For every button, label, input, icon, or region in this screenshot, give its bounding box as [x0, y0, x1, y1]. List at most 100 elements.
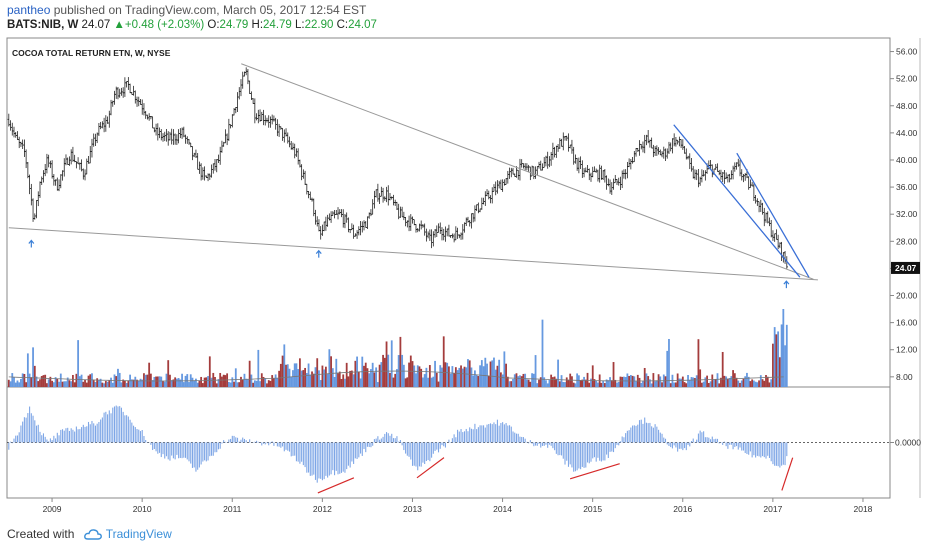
- volume-bar: [214, 376, 216, 387]
- volume-bar: [517, 376, 520, 387]
- volume-bar: [645, 373, 648, 387]
- volume-bar: [250, 374, 253, 387]
- volume-bar: [302, 370, 305, 387]
- volume-bar: [333, 376, 336, 387]
- author-name[interactable]: pantheo: [7, 3, 51, 17]
- volume-bar: [305, 373, 308, 387]
- y-tick-label: 44.00: [896, 128, 918, 138]
- volume-bar: [713, 379, 715, 387]
- volume-bar: [366, 368, 369, 387]
- volume-bar: [718, 383, 721, 387]
- volume-bar: [548, 379, 551, 387]
- up-arrow-head-icon: [28, 239, 35, 244]
- volume-bar: [101, 382, 104, 387]
- volume-bar: [210, 377, 213, 387]
- volume-bar: [363, 365, 365, 387]
- volume-bar: [21, 373, 24, 387]
- volume-bar: [494, 369, 497, 387]
- volume-bar: [273, 378, 275, 387]
- volume-bar: [411, 361, 414, 387]
- close-label: C:: [336, 19, 349, 31]
- volume-bar: [422, 377, 424, 387]
- volume-bar: [203, 377, 206, 387]
- volume-bar: [692, 377, 695, 387]
- volume-bar: [18, 382, 21, 387]
- volume-bar: [661, 382, 663, 387]
- volume-bar: [609, 377, 611, 387]
- volume-bar: [111, 382, 114, 387]
- volume-bar: [650, 383, 653, 387]
- volume-bar: [165, 373, 168, 387]
- volume-bar: [415, 373, 417, 387]
- volume-bar: [198, 380, 201, 387]
- volume-bar: [149, 373, 152, 387]
- volume-bar: [104, 381, 107, 387]
- volume-bar: [486, 363, 488, 387]
- volume-bar: [558, 381, 561, 387]
- high-value: 24.79: [263, 19, 292, 31]
- trendlines: [8, 63, 818, 289]
- volume-bar: [236, 382, 239, 387]
- volume-bar: [195, 378, 197, 387]
- volume-bar: [642, 381, 644, 387]
- volume-bar: [503, 351, 506, 387]
- volume-bar: [754, 381, 757, 387]
- time-axis[interactable]: 2009 2010 2011 2012 2013 2014 2015 2016 2017 2018: [43, 498, 873, 514]
- volume-bar: [240, 376, 242, 387]
- volume-bar: [215, 383, 218, 387]
- volume-bar: [279, 363, 282, 387]
- volume-bar: [163, 381, 166, 387]
- volume-bar: [541, 319, 544, 387]
- volume-bar: [515, 373, 518, 387]
- up-triangle-icon: ▲: [113, 19, 125, 31]
- volume-bar: [370, 369, 372, 387]
- volume-bar: [252, 382, 255, 387]
- volume-bar: [295, 363, 298, 387]
- volume-bar: [243, 373, 246, 387]
- volume-bar: [420, 368, 423, 387]
- tradingview-brand[interactable]: TradingView: [105, 527, 172, 541]
- volume-bar: [626, 373, 629, 387]
- volume-bar: [94, 381, 97, 387]
- volume-bar: [633, 376, 636, 387]
- volume-bar: [756, 382, 759, 387]
- volume-bar: [545, 380, 547, 387]
- x-tick-label: 2014: [493, 504, 512, 514]
- volume-bar: [314, 367, 317, 387]
- price-axis[interactable]: 56.00 52.00 48.00 44.00 40.00 36.00 32.00 28.00…: [890, 47, 921, 448]
- volume-bar: [442, 336, 445, 387]
- y-tick-label: 12.00: [896, 345, 918, 355]
- volume-bar: [531, 373, 533, 387]
- volume-bar: [749, 381, 752, 387]
- volume-bar: [655, 380, 658, 387]
- volume-bar: [480, 360, 483, 387]
- volume-bar: [702, 381, 705, 387]
- volume-bar: [624, 377, 627, 387]
- volume-bar: [778, 357, 781, 387]
- volume-bar: [522, 373, 525, 387]
- volume-bar: [87, 375, 90, 387]
- volume-bar: [160, 376, 163, 387]
- volume-bar: [597, 382, 599, 387]
- volume-bar: [453, 373, 456, 387]
- x-tick-label: 2015: [583, 504, 602, 514]
- volume-bar: [54, 377, 57, 387]
- volume-bar: [439, 365, 442, 387]
- volume-bar: [399, 336, 402, 387]
- volume-bar: [475, 374, 478, 387]
- volume-bar: [331, 368, 334, 387]
- volume-bar: [579, 380, 582, 387]
- volume-bar: [383, 357, 386, 387]
- y-tick-label: 52.00: [896, 74, 918, 84]
- volume-bar: [115, 376, 118, 387]
- volume-bar: [80, 374, 83, 387]
- volume-bar: [175, 378, 178, 387]
- volume-bar: [350, 370, 353, 387]
- volume-bar: [434, 360, 436, 387]
- volume-bar: [477, 376, 480, 387]
- volume-bar: [13, 377, 15, 387]
- volume-bar: [616, 382, 618, 387]
- tradingview-cloud-icon[interactable]: [83, 529, 102, 544]
- volume-bar: [364, 362, 367, 387]
